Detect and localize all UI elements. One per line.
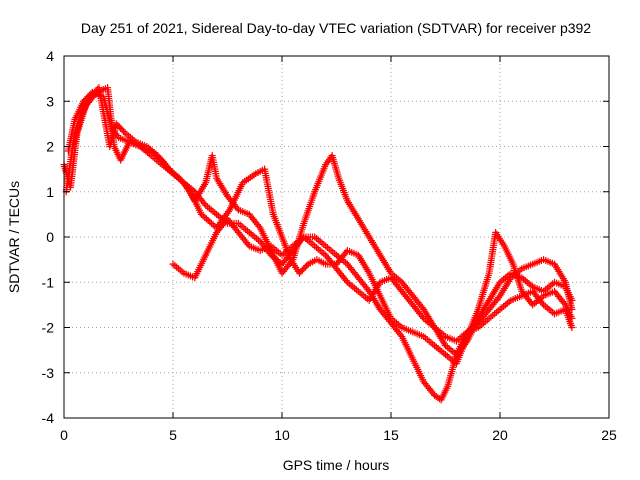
y-tick-label: 1 — [46, 184, 54, 200]
data-point — [560, 299, 568, 307]
y-tick-label: -4 — [42, 410, 55, 426]
data-point — [397, 331, 405, 339]
grid-lines — [64, 56, 609, 418]
data-point — [418, 304, 426, 312]
x-tick-label: 0 — [60, 427, 68, 443]
data-point — [303, 262, 311, 270]
data-point — [568, 324, 576, 331]
data-point — [202, 215, 210, 223]
x-tick-label: 25 — [601, 427, 617, 443]
data-point — [233, 204, 241, 212]
y-tick-label: -1 — [42, 274, 55, 290]
y-tick-label: 3 — [46, 93, 54, 109]
data-point — [197, 210, 205, 218]
x-tick-label: 10 — [274, 427, 290, 443]
data-point — [200, 200, 208, 208]
data-point — [199, 212, 207, 220]
y-tick-label: 4 — [46, 48, 54, 64]
series-track-c — [62, 84, 576, 368]
y-tick-label: 0 — [46, 229, 54, 245]
y-axis-label: SDTVAR / TECUs — [6, 181, 22, 293]
data-point — [204, 216, 212, 224]
x-tick-label: 20 — [492, 427, 508, 443]
x-axis-label: GPS time / hours — [283, 457, 390, 473]
chart-title: Day 251 of 2021, Sidereal Day-to-day VTE… — [81, 20, 591, 36]
data-point — [342, 277, 350, 285]
data-point — [201, 213, 209, 221]
data-point — [418, 313, 426, 321]
data-point — [185, 186, 193, 194]
y-tick-label: 2 — [46, 139, 54, 155]
y-tick-label: -2 — [42, 320, 55, 336]
series-track-d — [169, 215, 576, 345]
data-point — [206, 218, 214, 226]
series-track-a — [60, 84, 576, 404]
x-tick-label: 5 — [169, 427, 177, 443]
data-point — [538, 299, 546, 307]
series-track-b — [64, 88, 576, 359]
data-points — [60, 84, 576, 404]
y-tick-label: -3 — [42, 365, 55, 381]
data-point — [364, 286, 372, 294]
axis-ticks: 0 5 10 15 20 25 -4 -3 -2 -1 0 1 2 3 4 — [42, 48, 617, 443]
data-point — [568, 296, 576, 304]
data-point — [244, 240, 252, 248]
data-point — [163, 163, 171, 171]
data-point — [255, 222, 263, 230]
data-point — [120, 127, 128, 135]
data-point — [208, 219, 216, 227]
x-tick-label: 15 — [383, 427, 399, 443]
data-point — [495, 294, 503, 302]
data-point — [209, 221, 217, 229]
